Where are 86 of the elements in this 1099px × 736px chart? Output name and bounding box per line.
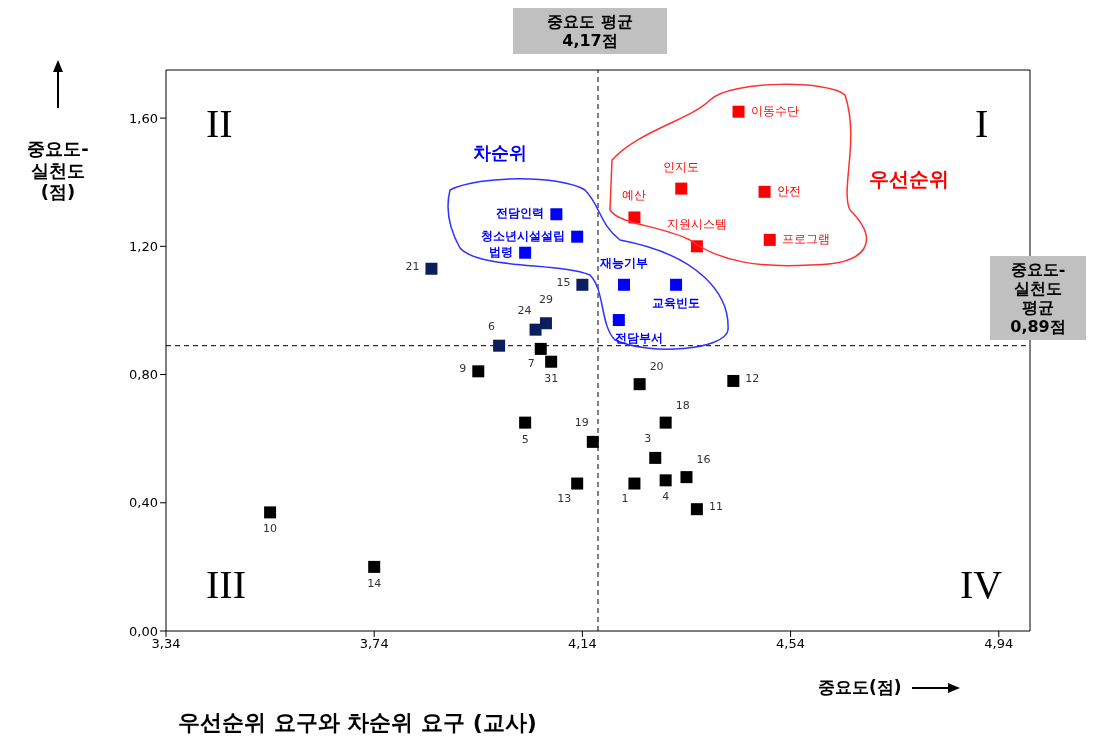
y-axis-title: 중요도-실천도 (점) (26, 138, 90, 203)
annotation: 10 (263, 522, 278, 536)
annotation: 20 (649, 360, 664, 374)
annotation: 법령 (489, 243, 514, 261)
annotation: IV (960, 561, 1003, 608)
point (519, 246, 532, 259)
point (670, 278, 683, 291)
annotation: 21 (405, 259, 420, 273)
point (659, 416, 672, 429)
annotation: 재능기부 (600, 254, 649, 272)
point (628, 211, 641, 224)
ref-line-label: 중요도- 실천도 평균 0,89점 (990, 255, 1086, 341)
annotation: 1 (621, 491, 629, 505)
y-tick-label: 0,80 (129, 367, 158, 383)
x-axis-title: 중요도(점) (818, 676, 902, 699)
annotation: 9 (459, 362, 467, 376)
annotation: 4 (662, 490, 670, 504)
point (659, 474, 672, 487)
point (612, 314, 625, 327)
annotation: 24 (517, 303, 532, 317)
annotation: 6 (488, 319, 496, 333)
x-tick-label: 4,14 (567, 636, 597, 652)
point (571, 477, 584, 490)
point (264, 506, 277, 519)
point (628, 477, 641, 490)
point (732, 105, 745, 118)
annotation: 5 (521, 432, 529, 446)
point (649, 451, 662, 464)
annotation: 7 (527, 356, 535, 370)
annotation: 16 (696, 453, 711, 467)
point (633, 378, 646, 391)
annotation: 청소년시설설립 (481, 227, 566, 245)
annotation: 31 (544, 371, 559, 385)
point (758, 185, 771, 198)
annotation: III (206, 561, 246, 608)
point (545, 355, 558, 368)
annotation: 예산 (622, 187, 647, 205)
y-tick-label: 0,00 (129, 623, 158, 639)
annotation: 11 (708, 500, 723, 514)
point (550, 208, 563, 221)
annotation: 인지도 (663, 158, 700, 176)
point (675, 182, 688, 195)
x-tick-label: 3,34 (151, 636, 181, 652)
annotation: 18 (675, 398, 690, 412)
y-tick-label: 0,40 (129, 495, 158, 511)
annotation: 전담인력 (496, 205, 545, 223)
annotation: 지원시스템 (666, 216, 727, 234)
y-tick-label: 1,60 (129, 110, 158, 126)
x-tick-label: 4,54 (776, 636, 806, 652)
text: 우선순위 (868, 166, 949, 194)
point (472, 365, 485, 378)
annotation: 13 (557, 491, 572, 505)
point (763, 233, 776, 246)
point (727, 374, 740, 387)
annotation: 3 (644, 431, 652, 445)
annotation: 안전 (776, 182, 801, 200)
annotation: 12 (745, 371, 760, 385)
x-tick-label: 4,94 (984, 636, 1014, 652)
y-tick-label: 1,20 (129, 238, 158, 254)
text: 우선순위 요구와 차순위 요구 (교사) (178, 709, 537, 736)
point (576, 278, 589, 291)
point (680, 471, 693, 484)
annotation: 프로그램 (781, 230, 830, 248)
annotation: 이동수단 (750, 102, 799, 120)
ref-line-label: 중요도 평균 4,17점 (513, 8, 667, 55)
annotation: 15 (556, 275, 571, 289)
point (690, 503, 703, 516)
point (529, 323, 542, 336)
annotation: 교육빈도 (652, 294, 701, 312)
point (519, 416, 532, 429)
annotation: II (206, 100, 233, 147)
point (586, 435, 599, 448)
annotation: 전담부서 (614, 330, 663, 348)
point (493, 339, 506, 352)
annotation: I (975, 100, 989, 147)
point (368, 560, 381, 573)
annotation: 19 (574, 415, 589, 429)
point (425, 262, 438, 275)
text: 차순위 (473, 140, 528, 165)
annotation: 29 (538, 293, 553, 307)
x-tick-label: 3,74 (359, 636, 389, 652)
point (539, 317, 552, 330)
annotation: 14 (367, 576, 382, 590)
point (534, 342, 547, 355)
point (618, 278, 631, 291)
point (571, 230, 584, 243)
